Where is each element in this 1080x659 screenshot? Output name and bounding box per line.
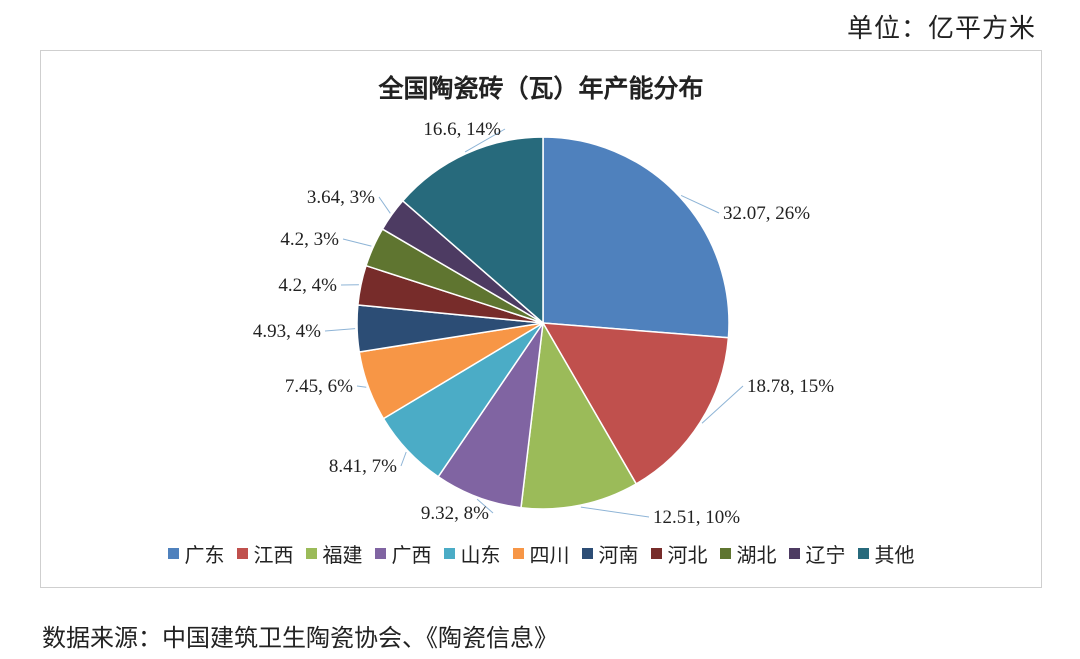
legend-label: 河北 xyxy=(667,543,708,567)
legend-item-11: 其他 xyxy=(857,539,915,568)
legend-label: 辽宁 xyxy=(805,543,846,567)
legend-swatch xyxy=(788,548,800,559)
legend-label: 四川 xyxy=(529,543,570,567)
legend-swatch xyxy=(167,548,179,559)
pie-slice-11 xyxy=(401,136,544,325)
chart-frame: 全国陶瓷砖（瓦）年产能分布 32.07, 26% 18.78, 15% 12.51,… xyxy=(40,50,1042,588)
legend-item-4: 广西 xyxy=(374,539,432,568)
legend-label: 其他 xyxy=(874,543,915,567)
legend-item-9: 湖北 xyxy=(719,539,777,568)
data-label-8: 4.2, 4% xyxy=(278,275,337,296)
legend-item-3: 福建 xyxy=(305,539,363,568)
chart-title: 全国陶瓷砖（瓦）年产能分布 xyxy=(378,74,704,103)
legend-swatch xyxy=(374,548,386,559)
data-label-3: 12.51, 10% xyxy=(653,507,740,528)
data-label-11: 16.6, 14% xyxy=(423,119,501,140)
data-label-2: 18.78, 15% xyxy=(747,376,834,397)
data-label-6: 7.45, 6% xyxy=(285,376,353,397)
legend-swatch xyxy=(236,548,248,559)
leader-line-3 xyxy=(580,506,650,518)
legend-label: 广东 xyxy=(184,543,225,567)
pie-chart: 32.07, 26% 18.78, 15% 12.51, 10% 9.32, 8% 8.… xyxy=(253,119,834,528)
legend-item-2: 江西 xyxy=(236,539,294,568)
legend-label: 湖北 xyxy=(736,543,777,567)
legend-swatch xyxy=(650,548,662,559)
legend-item-6: 四川 xyxy=(512,539,570,568)
unit-label: 单位：亿平方米 xyxy=(846,14,1036,44)
data-label-1: 32.07, 26% xyxy=(723,203,810,224)
legend-label: 江西 xyxy=(253,543,294,567)
legend-label: 河南 xyxy=(598,543,639,567)
legend-item-5: 山东 xyxy=(443,539,501,568)
legend-swatch xyxy=(719,548,731,559)
leader-line-10 xyxy=(378,196,391,214)
pie-slice-1 xyxy=(542,136,730,339)
legend-swatch xyxy=(857,548,869,559)
legend-label: 山东 xyxy=(460,543,501,567)
legend-item-8: 河北 xyxy=(650,539,708,568)
pie-slice-3 xyxy=(520,320,638,510)
data-label-5: 8.41, 7% xyxy=(329,456,397,477)
data-label-4: 9.32, 8% xyxy=(421,503,489,524)
source-note: 数据来源：中国建筑卫生陶瓷协会、《陶瓷信息》 xyxy=(42,624,558,652)
legend-swatch xyxy=(581,548,593,559)
leader-line-1 xyxy=(680,194,720,214)
leader-line-9 xyxy=(342,238,372,247)
leader-line-4 xyxy=(476,498,494,514)
leader-line-7 xyxy=(324,328,356,332)
legend-swatch xyxy=(443,548,455,559)
legend-label: 广西 xyxy=(391,543,432,567)
legend-item-10: 辽宁 xyxy=(788,539,846,568)
legend-swatch xyxy=(305,548,317,559)
chart-legend: 广东 江西 福建 广西 山东 四川 河南 河北 湖北 辽宁 其他 xyxy=(41,539,1041,568)
legend-item-7: 河南 xyxy=(581,539,639,568)
leader-line-11 xyxy=(464,128,506,153)
legend-item-1: 广东 xyxy=(167,539,225,568)
leader-line-2 xyxy=(701,385,744,424)
legend-swatch xyxy=(512,548,524,559)
leader-line-5 xyxy=(400,451,407,467)
data-label-7: 4.93, 4% xyxy=(253,321,321,342)
data-label-9: 4.2, 3% xyxy=(280,229,339,250)
leader-line-6 xyxy=(356,385,367,388)
pie-slice-2 xyxy=(541,322,730,485)
data-label-10: 3.64, 3% xyxy=(307,187,375,208)
legend-label: 福建 xyxy=(322,543,363,567)
